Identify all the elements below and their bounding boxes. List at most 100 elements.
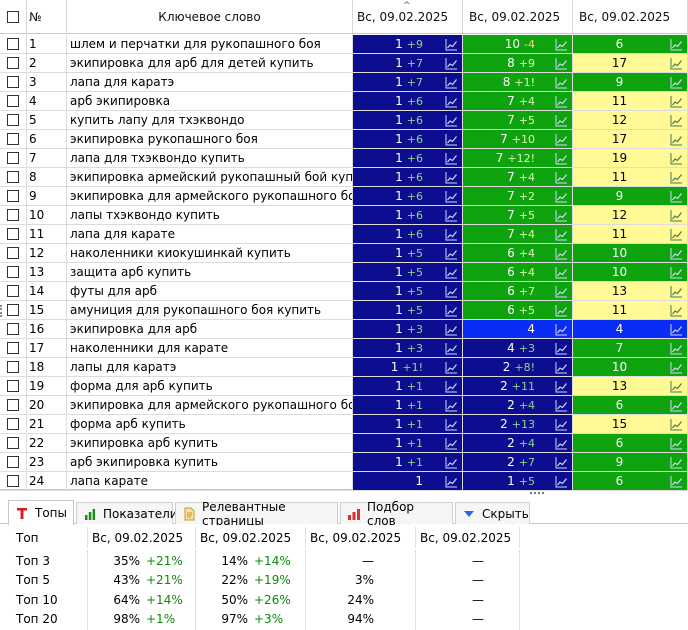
table-row[interactable]: 14 футы для арб 1 +5 6 +7 13 <box>0 282 688 301</box>
chart-icon[interactable] <box>445 475 458 488</box>
row-keyword[interactable]: наколенники киокушинкай купить <box>67 244 353 263</box>
tab-document[interactable]: Релевантные страницы <box>175 500 338 528</box>
position-cell[interactable]: 10 -4 <box>463 35 573 54</box>
position-cell[interactable]: 1 +5 <box>353 282 463 301</box>
position-cell[interactable]: 1 +1 <box>353 434 463 453</box>
row-checkbox[interactable] <box>7 266 19 278</box>
chart-icon[interactable] <box>445 380 458 393</box>
table-row[interactable]: 19 форма для арб купить 1 +1 2 +11 13 <box>0 377 688 396</box>
position-cell[interactable]: 1 +6 <box>353 187 463 206</box>
row-keyword[interactable]: футы для арб <box>67 282 353 301</box>
position-cell[interactable]: 15 <box>573 415 688 434</box>
chart-icon[interactable] <box>555 285 568 298</box>
row-keyword[interactable]: лапа карате <box>67 472 353 491</box>
position-cell[interactable]: 12 <box>573 206 688 225</box>
chart-icon[interactable] <box>555 399 568 412</box>
row-checkbox[interactable] <box>7 57 19 69</box>
position-cell[interactable]: 7 +5 <box>463 206 573 225</box>
chart-icon[interactable] <box>670 304 683 317</box>
table-row[interactable]: 4 арб экипировка 1 +6 7 +4 11 <box>0 92 688 111</box>
chart-icon[interactable] <box>670 266 683 279</box>
row-keyword[interactable]: наколенники для карате <box>67 339 353 358</box>
chart-icon[interactable] <box>445 209 458 222</box>
position-cell[interactable]: 4 <box>573 320 688 339</box>
row-checkbox[interactable] <box>7 342 19 354</box>
chart-icon[interactable] <box>445 418 458 431</box>
table-row[interactable]: 5 купить лапу для тхэквондо 1 +6 7 +5 12 <box>0 111 688 130</box>
chart-icon[interactable] <box>555 95 568 108</box>
chart-icon[interactable] <box>445 95 458 108</box>
row-keyword[interactable]: форма арб купить <box>67 415 353 434</box>
position-cell[interactable]: 1 +6 <box>353 168 463 187</box>
position-cell[interactable]: 1 <box>353 472 463 491</box>
position-cell[interactable]: 13 <box>573 377 688 396</box>
chart-icon[interactable] <box>555 57 568 70</box>
table-row[interactable]: 20 экипировка для армейского рукопашного … <box>0 396 688 415</box>
chart-icon[interactable] <box>555 475 568 488</box>
table-row[interactable]: 17 наколенники для карате 1 +3 4 +3 7 <box>0 339 688 358</box>
chart-icon[interactable] <box>445 133 458 146</box>
position-cell[interactable]: 7 +12! <box>463 149 573 168</box>
chart-icon[interactable] <box>670 228 683 241</box>
chart-icon[interactable] <box>445 114 458 127</box>
chart-icon[interactable] <box>670 209 683 222</box>
position-cell[interactable]: 7 +2 <box>463 187 573 206</box>
position-cell[interactable]: 11 <box>573 225 688 244</box>
table-row[interactable]: 8 экипировка армейский рукопашный бой куп… <box>0 168 688 187</box>
chart-icon[interactable] <box>555 190 568 203</box>
chart-icon[interactable] <box>670 190 683 203</box>
position-cell[interactable]: 11 <box>573 92 688 111</box>
chart-icon[interactable] <box>555 323 568 336</box>
chart-icon[interactable] <box>555 209 568 222</box>
chart-icon[interactable] <box>670 380 683 393</box>
position-cell[interactable]: 9 <box>573 453 688 472</box>
position-cell[interactable]: 7 +4 <box>463 92 573 111</box>
row-checkbox[interactable] <box>7 361 19 373</box>
row-keyword[interactable]: арб экипировка <box>67 92 353 111</box>
position-cell[interactable]: 6 +5 <box>463 301 573 320</box>
chart-icon[interactable] <box>555 114 568 127</box>
table-row[interactable]: 15 амуниция для рукопашного боя купить 1 +5… <box>0 301 688 320</box>
chart-icon[interactable] <box>555 361 568 374</box>
position-cell[interactable]: 17 <box>573 130 688 149</box>
table-row[interactable]: 7 лапа для тхэквондо купить 1 +6 7 +12! 19 <box>0 149 688 168</box>
chart-icon[interactable] <box>445 437 458 450</box>
chart-icon[interactable] <box>670 418 683 431</box>
row-keyword[interactable]: арб экипировка купить <box>67 453 353 472</box>
position-cell[interactable]: 1 +6 <box>353 225 463 244</box>
row-checkbox[interactable] <box>7 171 19 183</box>
chart-icon[interactable] <box>555 171 568 184</box>
position-cell[interactable]: 4 <box>463 320 573 339</box>
position-cell[interactable]: 10 <box>573 244 688 263</box>
position-cell[interactable]: 11 <box>573 301 688 320</box>
position-cell[interactable]: 9 <box>573 187 688 206</box>
position-cell[interactable]: 19 <box>573 149 688 168</box>
header-date-3[interactable]: Вс, 09.02.2025 <box>573 0 688 34</box>
chart-icon[interactable] <box>555 304 568 317</box>
position-cell[interactable]: 2 +7 <box>463 453 573 472</box>
position-cell[interactable]: 1 +1 <box>353 396 463 415</box>
chart-icon[interactable] <box>670 361 683 374</box>
chart-icon[interactable] <box>670 76 683 89</box>
table-row[interactable]: 24 лапа карате 1 1 +5 6 <box>0 472 688 491</box>
position-cell[interactable]: 2 +8! <box>463 358 573 377</box>
position-cell[interactable]: 6 <box>573 434 688 453</box>
tab-word-selection[interactable]: Подбор слов <box>340 500 453 528</box>
position-cell[interactable]: 12 <box>573 111 688 130</box>
position-cell[interactable]: 7 <box>573 339 688 358</box>
chart-icon[interactable] <box>670 285 683 298</box>
table-row[interactable]: 22 экипировка арб купить 1 +1 2 +4 6 <box>0 434 688 453</box>
row-keyword[interactable]: экипировка для армейского рукопашного бо… <box>67 187 353 206</box>
row-keyword[interactable]: экипировка рукопашного боя <box>67 130 353 149</box>
row-checkbox[interactable] <box>7 190 19 202</box>
row-checkbox[interactable] <box>7 437 19 449</box>
chart-icon[interactable] <box>670 437 683 450</box>
chart-icon[interactable] <box>555 76 568 89</box>
row-checkbox[interactable] <box>7 285 19 297</box>
position-cell[interactable]: 2 +4 <box>463 434 573 453</box>
row-checkbox[interactable] <box>7 323 19 335</box>
row-keyword[interactable]: экипировка для арб для детей купить <box>67 54 353 73</box>
horizontal-splitter[interactable] <box>0 490 688 498</box>
row-checkbox[interactable] <box>7 76 19 88</box>
select-all-checkbox[interactable] <box>7 10 19 23</box>
